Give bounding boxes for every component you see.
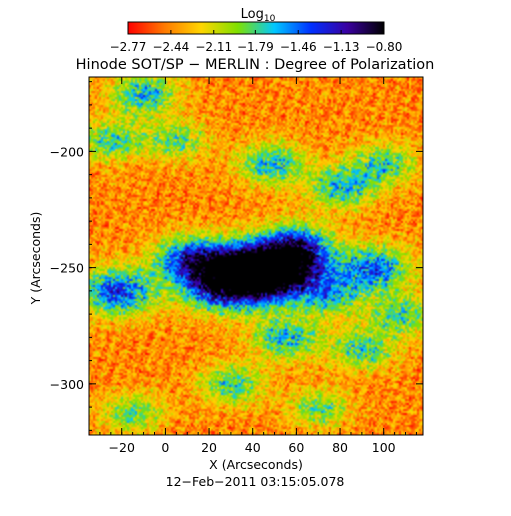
x-tick-label: 60 [288,440,304,455]
plot-frame [88,76,424,436]
colorbar-label: Log10 [241,7,276,24]
colorbar-tick-label: −0.80 [366,40,403,54]
colorbar-tick-label: −2.11 [195,40,232,54]
polarization-map [89,77,423,435]
colorbar: Log10 −2.77 −2.44 −2.11 −1.79 −1.46 −1.13 −0.8… [110,7,403,54]
x-tick-label: −20 [109,440,135,455]
x-tick-label: 20 [201,440,217,455]
y-tick-label: −300 [50,377,84,392]
x-tick-label: 0 [161,440,169,455]
y-tick-label: −250 [50,261,84,276]
colorbar-gradient [127,21,385,35]
colorbar-tick-label: −1.79 [237,40,274,54]
x-tick-label: 40 [245,440,261,455]
x-axis-label: X (Arcseconds) [209,457,303,472]
colorbar-ticks: −2.77 −2.44 −2.11 −1.79 −1.46 −1.13 −0.80 [110,30,403,54]
y-axis: −200 −250 −300 [50,81,423,431]
colorbar-tick-label: −1.46 [280,40,317,54]
colorbar-label-subscript: 10 [264,14,276,24]
colorbar-tick-label: −2.77 [110,40,147,54]
chart-title: Hinode SOT/SP − MERLIN : Degree of Polar… [76,57,435,73]
colorbar-tick-label: −2.44 [152,40,189,54]
colorbar-tick-label: −1.13 [323,40,360,54]
x-axis: −20 0 20 40 60 80 100 [99,77,417,455]
y-axis-label: Y (Arcseconds) [28,212,43,306]
observation-date: 12−Feb−2011 03:15:05.078 [166,474,345,489]
x-tick-label: 100 [372,440,396,455]
x-tick-label: 80 [332,440,348,455]
y-tick-label: −200 [50,144,84,159]
heatmap-image [89,77,423,435]
